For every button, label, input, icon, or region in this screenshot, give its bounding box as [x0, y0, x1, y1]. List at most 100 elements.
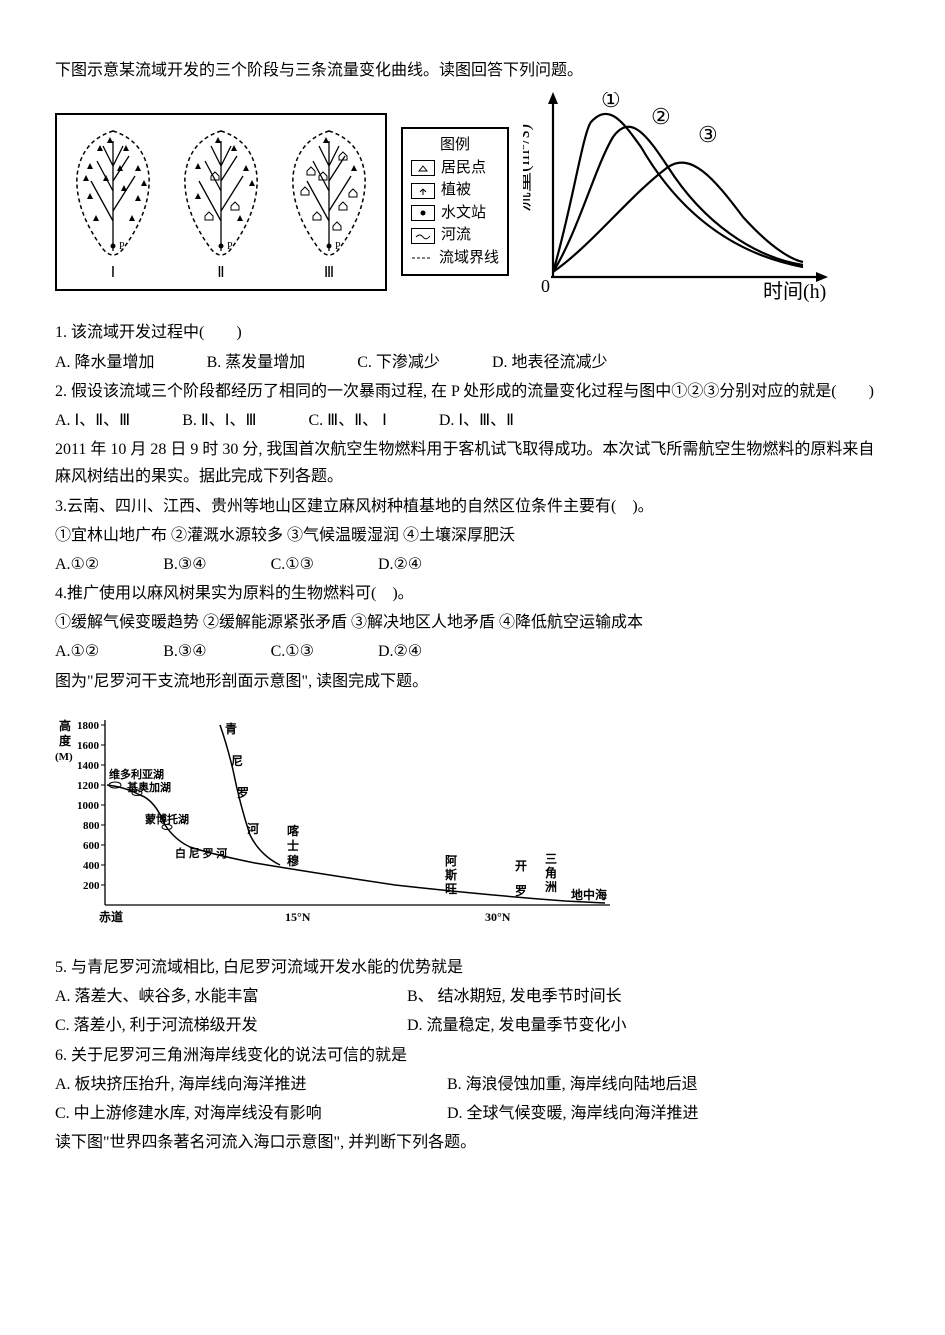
legend-icon-settlement	[411, 160, 435, 176]
q3-opt-c: C.①③	[271, 551, 314, 578]
svg-text:洲: 洲	[545, 880, 557, 894]
curve-label-2: ②	[651, 104, 671, 129]
svg-text:蒙博托湖: 蒙博托湖	[145, 812, 189, 826]
intro-text: 下图示意某流域开发的三个阶段与三条流量变化曲线。读图回答下列问题。	[55, 57, 890, 84]
legend-icon-station	[411, 205, 435, 221]
flow-chart: 0 流量(m³/s) 时间(h) ① ② ③	[523, 92, 833, 311]
svg-text:白 尼 罗 河: 白 尼 罗 河	[175, 846, 227, 860]
legend-row-4: 流域界线	[411, 247, 499, 270]
q3-stem: 3.云南、四川、江西、贵州等地山区建立麻风树种植基地的自然区位条件主要有( )。	[55, 493, 890, 520]
q6-options-row2: C. 中上游修建水库, 对海岸线没有影响 D. 全球气候变暖, 海岸线向海洋推进	[55, 1100, 890, 1127]
q6-opt-a: A. 板块挤压抬升, 海岸线向海洋推进	[55, 1071, 395, 1098]
q5-opt-b: B、 结冰期短, 发电季节时间长	[407, 983, 622, 1010]
flow-xlabel: 时间(h)	[763, 280, 826, 302]
watershed-maps: P Ⅰ	[55, 113, 387, 291]
svg-text:角: 角	[545, 865, 557, 880]
svg-text:P: P	[227, 241, 233, 252]
q2-stem: 2. 假设该流域三个阶段都经历了相同的一次暴雨过程, 在 P 处形成的流量变化过…	[55, 378, 890, 405]
legend-row-1: 植被	[411, 179, 499, 202]
svg-text:0: 0	[541, 276, 550, 296]
q4-stem: 4.推广使用以麻风树果实为原料的生物燃料可( )。	[55, 580, 890, 607]
legend-label-1: 植被	[441, 179, 471, 202]
q5-opt-c: C. 落差小, 利于河流梯级开发	[55, 1012, 355, 1039]
map-3: P Ⅲ	[279, 121, 379, 287]
svg-text:基奥加湖: 基奥加湖	[126, 780, 171, 794]
q6-stem: 6. 关于尼罗河三角洲海岸线变化的说法可信的就是	[55, 1042, 890, 1069]
legend-label-2: 水文站	[441, 202, 486, 225]
q4-opt-a: A.①②	[55, 638, 99, 665]
svg-text:200: 200	[83, 880, 100, 892]
legend-icon-plant	[411, 183, 435, 199]
svg-text:1600: 1600	[77, 740, 100, 752]
q5-stem: 5. 与青尼罗河流域相比, 白尼罗河流域开发水能的优势就是	[55, 954, 890, 981]
q6-opt-c: C. 中上游修建水库, 对海岸线没有影响	[55, 1100, 395, 1127]
svg-text:1000: 1000	[77, 800, 100, 812]
q3-opt-a: A.①②	[55, 551, 99, 578]
nile-ylabel-3: (M)	[55, 751, 73, 763]
q6-opt-b: B. 海浪侵蚀加重, 海岸线向陆地后退	[447, 1071, 698, 1098]
legend-label-0: 居民点	[441, 157, 486, 180]
flow-ylabel: 流量(m³/s)	[523, 124, 534, 212]
map-label-2: Ⅱ	[171, 261, 271, 287]
curve-label-1: ①	[601, 92, 621, 112]
svg-text:1800: 1800	[77, 720, 100, 732]
legend-label-4: 流域界线	[439, 247, 499, 270]
q6-options-row1: A. 板块挤压抬升, 海岸线向海洋推进 B. 海浪侵蚀加重, 海岸线向陆地后退	[55, 1071, 890, 1098]
q3-sub: ①宜林山地广布 ②灌溉水源较多 ③气候温暖湿润 ④土壤深厚肥沃	[55, 522, 890, 549]
q5-opt-d: D. 流量稳定, 发电量季节变化小	[407, 1012, 627, 1039]
svg-text:P: P	[119, 241, 125, 252]
q1-options: A. 降水量增加 B. 蒸发量增加 C. 下渗减少 D. 地表径流减少	[55, 349, 890, 376]
q6-opt-d: D. 全球气候变暖, 海岸线向海洋推进	[447, 1100, 699, 1127]
svg-text:士: 士	[287, 838, 299, 853]
q2-opt-d: D. Ⅰ、Ⅲ、Ⅱ	[439, 407, 514, 434]
svg-text:P: P	[335, 241, 341, 252]
q4-options: A.①② B.③④ C.①③ D.②④	[55, 638, 890, 665]
svg-text:尼: 尼	[231, 754, 243, 768]
q4-opt-c: C.①③	[271, 638, 314, 665]
svg-text:河: 河	[246, 821, 259, 836]
svg-text:800: 800	[83, 820, 100, 832]
map-label-1: Ⅰ	[63, 261, 163, 287]
legend-icon-river	[411, 228, 435, 244]
q4-sub: ①缓解气候变暖趋势 ②缓解能源紧张矛盾 ③解决地区人地矛盾 ④降低航空运输成本	[55, 609, 890, 636]
svg-text:400: 400	[83, 860, 100, 872]
map-label-3: Ⅲ	[279, 261, 379, 287]
nile-ylabel-1: 高	[59, 718, 71, 733]
q2-opt-a: A. Ⅰ、Ⅱ、Ⅲ	[55, 407, 130, 434]
svg-text:斯: 斯	[445, 867, 457, 882]
svg-text:罗: 罗	[237, 785, 249, 800]
figure-row-1: P Ⅰ	[55, 92, 890, 311]
map-1: P Ⅰ	[63, 121, 163, 287]
q3-opt-d: D.②④	[378, 551, 422, 578]
svg-text:维多利亚湖: 维多利亚湖	[109, 767, 164, 781]
legend-row-3: 河流	[411, 224, 499, 247]
svg-text:旺: 旺	[445, 882, 457, 896]
map-2: P Ⅱ	[171, 121, 271, 287]
nile-ylabel-2: 度	[59, 733, 72, 748]
q1-opt-d: D. 地表径流减少	[492, 349, 608, 376]
q1-stem: 1. 该流域开发过程中( )	[55, 319, 890, 346]
legend-row-2: 水文站	[411, 202, 499, 225]
svg-text:开: 开	[515, 859, 527, 873]
q1-opt-b: B. 蒸发量增加	[207, 349, 306, 376]
nile-chart: 高 度 (M) 1800 1600 1400 1200 1000 800 600…	[55, 705, 890, 944]
svg-text:1200: 1200	[77, 780, 100, 792]
svg-text:1400: 1400	[77, 760, 100, 772]
svg-text:15°N: 15°N	[285, 910, 311, 924]
q2-options: A. Ⅰ、Ⅱ、Ⅲ B. Ⅱ、Ⅰ、Ⅲ C. Ⅲ、Ⅱ、 Ⅰ D. Ⅰ、Ⅲ、Ⅱ	[55, 407, 890, 434]
context-2: 2011 年 10 月 28 日 9 时 30 分, 我国首次航空生物燃料用于客…	[55, 436, 890, 490]
intro-3: 图为"尼罗河干支流地形剖面示意图", 读图完成下题。	[55, 668, 890, 695]
svg-text:罗: 罗	[515, 883, 527, 898]
q5-options-row2: C. 落差小, 利于河流梯级开发 D. 流量稳定, 发电量季节变化小	[55, 1012, 890, 1039]
svg-text:地中海: 地中海	[571, 887, 607, 902]
q5-options-row1: A. 落差大、峡谷多, 水能丰富 B、 结冰期短, 发电季节时间长	[55, 983, 890, 1010]
legend-row-0: 居民点	[411, 157, 499, 180]
q1-opt-c: C. 下渗减少	[357, 349, 440, 376]
svg-text:三: 三	[545, 852, 557, 866]
svg-text:青: 青	[225, 721, 237, 736]
legend-icon-boundary	[411, 251, 433, 265]
q2-opt-c: C. Ⅲ、Ⅱ、 Ⅰ	[309, 407, 387, 434]
q2-opt-b: B. Ⅱ、Ⅰ、Ⅲ	[182, 407, 256, 434]
q4-opt-d: D.②④	[378, 638, 422, 665]
svg-text:喀: 喀	[287, 823, 299, 838]
